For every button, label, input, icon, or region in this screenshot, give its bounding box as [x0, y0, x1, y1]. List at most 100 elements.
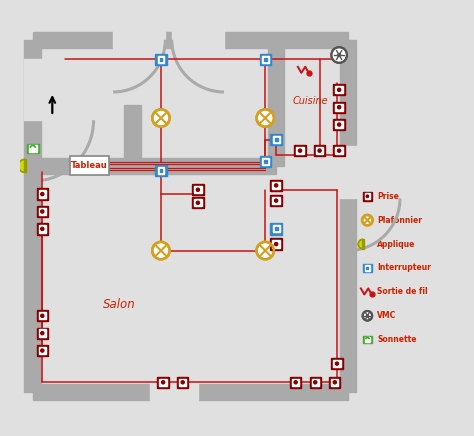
Bar	[271, 223, 282, 235]
Circle shape	[362, 215, 373, 225]
Bar	[292, 378, 300, 386]
Bar	[157, 56, 164, 63]
Bar	[160, 169, 163, 172]
Circle shape	[337, 106, 341, 109]
Bar	[339, 146, 357, 198]
Circle shape	[274, 242, 278, 245]
Text: Sonnette: Sonnette	[377, 335, 417, 344]
Bar	[36, 223, 48, 235]
Text: Salon: Salon	[103, 298, 136, 311]
Bar	[275, 138, 278, 141]
Circle shape	[336, 362, 338, 365]
Bar	[273, 136, 280, 143]
Bar	[336, 103, 343, 111]
Bar	[29, 145, 36, 152]
Circle shape	[294, 381, 297, 384]
Bar	[36, 310, 48, 321]
Bar	[260, 54, 271, 65]
Bar	[365, 337, 370, 342]
Bar	[36, 345, 48, 356]
Bar	[192, 184, 203, 195]
Bar	[311, 378, 319, 386]
Wedge shape	[358, 239, 363, 249]
Bar	[194, 186, 201, 194]
Text: Tableau: Tableau	[71, 161, 108, 170]
Bar	[159, 378, 167, 386]
Bar	[264, 58, 267, 61]
Bar	[336, 147, 343, 154]
Bar	[334, 145, 345, 156]
Bar	[150, 383, 198, 401]
Bar	[271, 195, 282, 206]
Bar	[363, 336, 372, 343]
Circle shape	[363, 311, 372, 320]
Bar	[264, 160, 267, 163]
Bar	[271, 238, 282, 250]
Bar	[38, 225, 46, 232]
Bar	[38, 312, 46, 320]
Bar	[310, 377, 321, 388]
Circle shape	[41, 349, 44, 352]
Bar	[273, 197, 280, 204]
Bar	[179, 378, 186, 386]
Circle shape	[299, 149, 301, 152]
Bar	[36, 188, 48, 200]
Bar	[24, 159, 26, 172]
Bar	[155, 54, 166, 65]
Text: Applique: Applique	[377, 239, 416, 249]
Circle shape	[162, 381, 164, 384]
Bar	[260, 156, 271, 167]
Bar	[36, 327, 48, 339]
Circle shape	[41, 332, 44, 335]
Circle shape	[256, 109, 274, 127]
Bar	[271, 180, 282, 191]
Bar	[334, 102, 345, 113]
Bar	[334, 84, 345, 95]
Bar	[38, 191, 46, 198]
Bar	[194, 199, 201, 207]
Circle shape	[196, 201, 200, 204]
Bar	[262, 158, 269, 165]
Circle shape	[314, 381, 317, 384]
Text: Plafonnier: Plafonnier	[377, 216, 422, 225]
Bar	[314, 145, 325, 156]
Circle shape	[41, 314, 44, 317]
Circle shape	[274, 199, 278, 202]
Bar	[24, 59, 42, 120]
Bar	[38, 347, 46, 354]
Bar	[363, 192, 372, 201]
Text: Prise: Prise	[377, 192, 399, 201]
Circle shape	[333, 381, 337, 384]
Bar	[38, 330, 46, 337]
Circle shape	[337, 149, 341, 152]
Bar	[160, 58, 163, 61]
Bar	[33, 157, 276, 174]
Bar	[113, 31, 165, 49]
Bar	[273, 182, 280, 189]
Bar	[33, 31, 348, 48]
Bar	[125, 105, 141, 166]
Bar	[362, 239, 364, 249]
Wedge shape	[18, 159, 25, 172]
Bar	[334, 119, 345, 130]
Bar	[339, 40, 356, 392]
Circle shape	[337, 123, 341, 126]
Bar	[177, 377, 188, 388]
Bar	[365, 194, 370, 199]
FancyBboxPatch shape	[70, 156, 109, 175]
Bar	[38, 208, 46, 215]
Bar	[336, 121, 343, 128]
Circle shape	[274, 184, 278, 187]
Bar	[336, 86, 343, 93]
Circle shape	[41, 210, 44, 213]
Bar	[36, 206, 48, 217]
Circle shape	[331, 47, 347, 63]
Bar	[273, 225, 280, 232]
Bar	[172, 31, 224, 49]
Circle shape	[181, 381, 184, 384]
Bar	[366, 267, 368, 269]
Circle shape	[152, 109, 170, 127]
Circle shape	[337, 88, 341, 92]
Bar	[157, 167, 164, 174]
Bar	[363, 264, 372, 272]
